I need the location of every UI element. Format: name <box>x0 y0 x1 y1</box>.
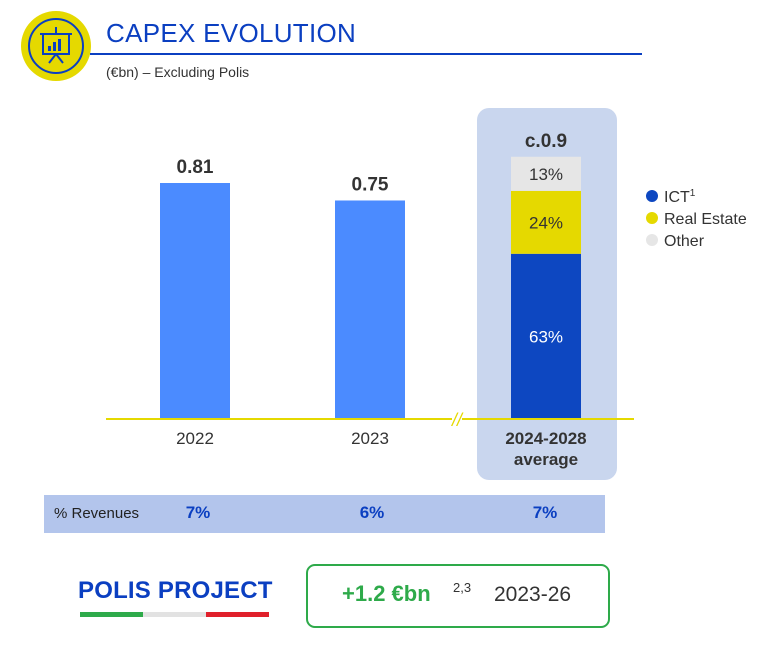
legend-label-real-estate: Real Estate <box>664 211 747 228</box>
legend-label-ict: ICT1 <box>664 188 696 206</box>
axis-break-mark: // <box>450 410 464 430</box>
revenues-row <box>44 495 605 533</box>
revenue-value-2022: 7% <box>185 503 211 522</box>
x-tick-label-2022-0: 2022 <box>176 429 214 448</box>
polis-footnote-ref: 2,3 <box>453 580 472 595</box>
polis-project-title: POLIS PROJECT <box>78 577 273 604</box>
revenues-label: % Revenues <box>54 505 140 522</box>
revenue-value-2024-2028: 7% <box>532 503 558 522</box>
legend-footnote-ref: 1 <box>690 188 696 199</box>
flag-green-stripe <box>80 612 143 617</box>
legend-label-other: Other <box>664 233 705 250</box>
segment-label-real-estate: 24% <box>529 213 563 232</box>
legend-dot-other <box>646 234 658 246</box>
x-tick-label-2024-2028-average-1: average <box>514 450 578 469</box>
segment-label-other: 13% <box>529 165 563 184</box>
page-title: CAPEX EVOLUTION <box>106 18 357 48</box>
legend-dot-real-estate <box>646 212 658 224</box>
bar-segment-other <box>511 156 581 191</box>
value-label-2022: 0.81 <box>177 157 214 178</box>
bar-segment-ict <box>511 253 581 419</box>
flag-red-stripe <box>206 612 269 617</box>
x-tick-label-2024-2028-average-0: 2024-2028 <box>505 429 586 448</box>
value-label-2023: 0.75 <box>352 174 389 195</box>
bar-2023 <box>335 200 405 419</box>
polis-investment-box <box>306 564 610 628</box>
x-tick-label-2023-0: 2023 <box>351 429 389 448</box>
page-subtitle: (€bn) – Excluding Polis <box>106 64 250 80</box>
title-divider <box>90 53 642 55</box>
value-label-2024-2028-average: c.0.9 <box>525 131 567 152</box>
segment-label-ict: 63% <box>529 327 563 346</box>
legend-dot-ict <box>646 190 658 202</box>
revenue-value-2023: 6% <box>359 503 385 522</box>
bar-segment-real-estate <box>511 190 581 254</box>
polis-period: 2023-26 <box>494 583 572 606</box>
polis-amount: +1.2 €bn <box>342 581 431 606</box>
bar-2022 <box>160 183 230 419</box>
axis-break-gap <box>452 411 462 427</box>
capex-icon <box>20 10 92 82</box>
capex-bar-chart: 0.81 2022 0.75 2023 63% 24% 13% c.0.9 2024-2028 a… <box>106 108 747 480</box>
flag-white-stripe <box>143 612 206 617</box>
